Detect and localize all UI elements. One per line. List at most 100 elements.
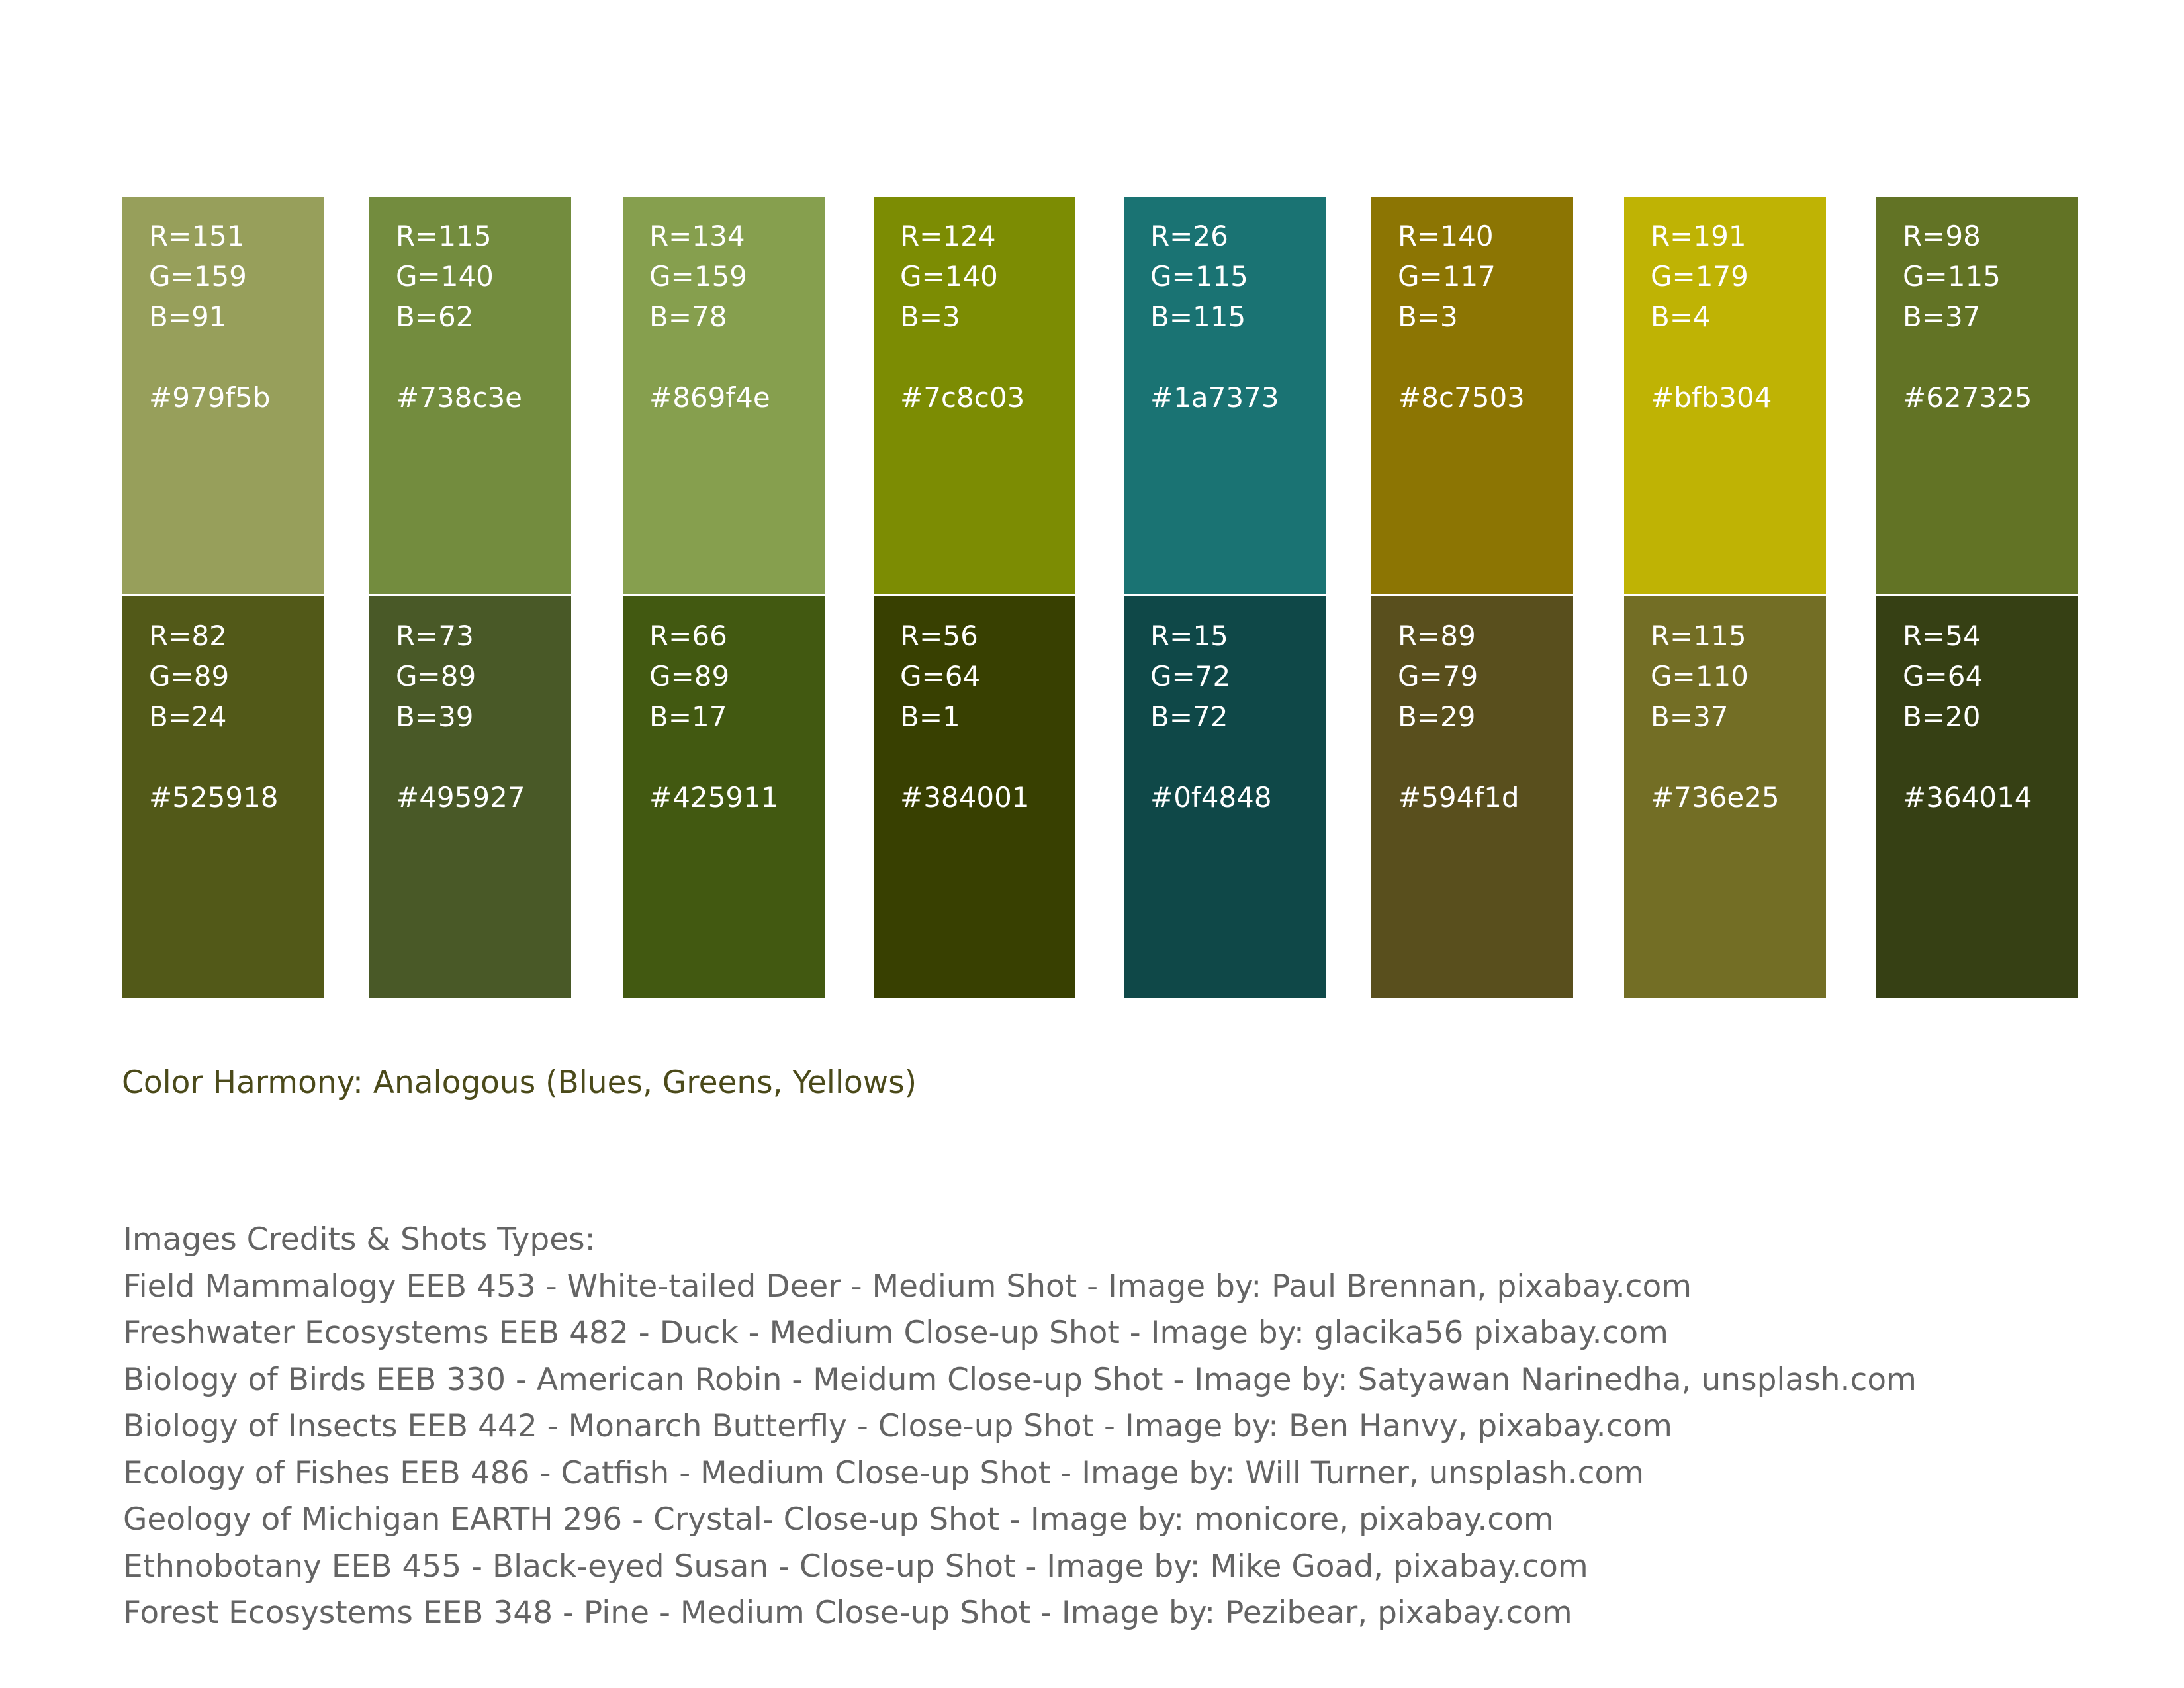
- credit-line: Forest Ecosystems EEB 348 - Pine - Mediu…: [123, 1595, 1572, 1631]
- swatch-blue-value: B=115: [1150, 301, 1246, 333]
- swatch-hex-code: #979f5b: [149, 381, 271, 414]
- credit-line: Field Mammalogy EEB 453 - White-tailed D…: [123, 1268, 1692, 1305]
- swatch-blue-value: B=62: [396, 301, 474, 333]
- swatch-blue-value: B=37: [1903, 301, 1981, 333]
- swatch-hex-code: #738c3e: [396, 381, 523, 414]
- swatch-red-value: R=134: [649, 220, 745, 252]
- swatch-blue-value: B=37: [1651, 700, 1729, 733]
- credit-line: Geology of Michigan EARTH 296 - Crystal-…: [123, 1501, 1554, 1538]
- swatch-red-value: R=124: [900, 220, 996, 252]
- swatch-bottom-1: R=82 G=89 B=24 #525918: [122, 596, 324, 998]
- swatch-hex-code: #869f4e: [649, 381, 770, 414]
- image-credits: Images Credits & Shots Types: Field Mamm…: [123, 1217, 1917, 1637]
- swatch-green-value: G=159: [149, 260, 247, 293]
- swatch-red-value: R=82: [149, 620, 227, 652]
- swatch-bottom-2: R=73 G=89 B=39 #495927: [369, 596, 571, 998]
- credits-heading: Images Credits & Shots Types:: [123, 1221, 596, 1258]
- palette-column-2: R=115 G=140 B=62 #738c3e R=73 G=89 B=39 …: [369, 197, 571, 998]
- swatch-top-6: R=140 G=117 B=3 #8c7503: [1371, 197, 1573, 594]
- swatch-blue-value: B=24: [149, 700, 227, 733]
- swatch-top-2: R=115 G=140 B=62 #738c3e: [369, 197, 571, 594]
- swatch-green-value: G=89: [396, 660, 477, 692]
- palette-column-3: R=134 G=159 B=78 #869f4e R=66 G=89 B=17 …: [623, 197, 825, 998]
- swatch-green-value: G=79: [1398, 660, 1479, 692]
- swatch-red-value: R=140: [1398, 220, 1494, 252]
- palette-column-6: R=140 G=117 B=3 #8c7503 R=89 G=79 B=29 #…: [1371, 197, 1573, 998]
- swatch-bottom-7: R=115 G=110 B=37 #736e25: [1624, 596, 1826, 998]
- swatch-green-value: G=117: [1398, 260, 1496, 293]
- swatch-hex-code: #495927: [396, 781, 525, 814]
- swatch-red-value: R=15: [1150, 620, 1228, 652]
- swatch-blue-value: B=39: [396, 700, 474, 733]
- palette-column-7: R=191 G=179 B=4 #bfb304 R=115 G=110 B=37…: [1624, 197, 1826, 998]
- swatch-bottom-3: R=66 G=89 B=17 #425911: [623, 596, 825, 998]
- palette-column-8: R=98 G=115 B=37 #627325 R=54 G=64 B=20 #…: [1876, 197, 2078, 998]
- swatch-green-value: G=179: [1651, 260, 1749, 293]
- swatch-hex-code: #384001: [900, 781, 1030, 814]
- swatch-hex-code: #0f4848: [1150, 781, 1272, 814]
- swatch-hex-code: #bfb304: [1651, 381, 1772, 414]
- swatch-blue-value: B=1: [900, 700, 960, 733]
- swatch-red-value: R=89: [1398, 620, 1476, 652]
- color-palette: R=151 G=159 B=91 #979f5b R=82 G=89 B=24 …: [122, 197, 2078, 998]
- swatch-green-value: G=115: [1903, 260, 2001, 293]
- swatch-hex-code: #364014: [1903, 781, 2032, 814]
- swatch-green-value: G=64: [1903, 660, 1983, 692]
- swatch-green-value: G=140: [900, 260, 998, 293]
- swatch-blue-value: B=29: [1398, 700, 1476, 733]
- credit-line: Biology of Insects EEB 442 - Monarch But…: [123, 1408, 1672, 1444]
- color-harmony-label: Color Harmony: Analogous (Blues, Greens,…: [122, 1064, 917, 1101]
- swatch-hex-code: #425911: [649, 781, 779, 814]
- swatch-red-value: R=26: [1150, 220, 1228, 252]
- swatch-top-1: R=151 G=159 B=91 #979f5b: [122, 197, 324, 594]
- swatch-blue-value: B=3: [1398, 301, 1458, 333]
- swatch-green-value: G=159: [649, 260, 747, 293]
- swatch-top-3: R=134 G=159 B=78 #869f4e: [623, 197, 825, 594]
- swatch-blue-value: B=3: [900, 301, 960, 333]
- swatch-blue-value: B=72: [1150, 700, 1228, 733]
- swatch-hex-code: #594f1d: [1398, 781, 1520, 814]
- swatch-green-value: G=89: [149, 660, 230, 692]
- swatch-blue-value: B=91: [149, 301, 227, 333]
- swatch-hex-code: #7c8c03: [900, 381, 1025, 414]
- swatch-hex-code: #8c7503: [1398, 381, 1525, 414]
- swatch-top-5: R=26 G=115 B=115 #1a7373: [1124, 197, 1326, 594]
- swatch-red-value: R=191: [1651, 220, 1747, 252]
- swatch-green-value: G=64: [900, 660, 981, 692]
- swatch-blue-value: B=4: [1651, 301, 1711, 333]
- swatch-top-7: R=191 G=179 B=4 #bfb304: [1624, 197, 1826, 594]
- palette-column-1: R=151 G=159 B=91 #979f5b R=82 G=89 B=24 …: [122, 197, 324, 998]
- swatch-bottom-5: R=15 G=72 B=72 #0f4848: [1124, 596, 1326, 998]
- swatch-blue-value: B=78: [649, 301, 727, 333]
- credit-line: Ecology of Fishes EEB 486 - Catfish - Me…: [123, 1454, 1644, 1491]
- swatch-blue-value: B=20: [1903, 700, 1981, 733]
- swatch-red-value: R=66: [649, 620, 727, 652]
- swatch-red-value: R=54: [1903, 620, 1981, 652]
- swatch-green-value: G=140: [396, 260, 494, 293]
- swatch-hex-code: #627325: [1903, 381, 2032, 414]
- swatch-bottom-4: R=56 G=64 B=1 #384001: [874, 596, 1075, 998]
- swatch-hex-code: #1a7373: [1150, 381, 1279, 414]
- credit-line: Biology of Birds EEB 330 - American Robi…: [123, 1361, 1917, 1398]
- swatch-red-value: R=98: [1903, 220, 1981, 252]
- credit-line: Freshwater Ecosystems EEB 482 - Duck - M…: [123, 1315, 1668, 1351]
- palette-column-5: R=26 G=115 B=115 #1a7373 R=15 G=72 B=72 …: [1124, 197, 1326, 998]
- swatch-red-value: R=56: [900, 620, 978, 652]
- swatch-green-value: G=115: [1150, 260, 1248, 293]
- swatch-top-8: R=98 G=115 B=37 #627325: [1876, 197, 2078, 594]
- swatch-hex-code: #525918: [149, 781, 279, 814]
- swatch-bottom-8: R=54 G=64 B=20 #364014: [1876, 596, 2078, 998]
- swatch-red-value: R=73: [396, 620, 474, 652]
- swatch-red-value: R=151: [149, 220, 245, 252]
- swatch-red-value: R=115: [1651, 620, 1747, 652]
- credit-line: Ethnobotany EEB 455 - Black-eyed Susan -…: [123, 1548, 1588, 1585]
- palette-column-4: R=124 G=140 B=3 #7c8c03 R=56 G=64 B=1 #3…: [874, 197, 1075, 998]
- swatch-hex-code: #736e25: [1651, 781, 1780, 814]
- swatch-bottom-6: R=89 G=79 B=29 #594f1d: [1371, 596, 1573, 998]
- swatch-blue-value: B=17: [649, 700, 727, 733]
- swatch-green-value: G=89: [649, 660, 730, 692]
- swatch-green-value: G=72: [1150, 660, 1231, 692]
- swatch-top-4: R=124 G=140 B=3 #7c8c03: [874, 197, 1075, 594]
- swatch-red-value: R=115: [396, 220, 492, 252]
